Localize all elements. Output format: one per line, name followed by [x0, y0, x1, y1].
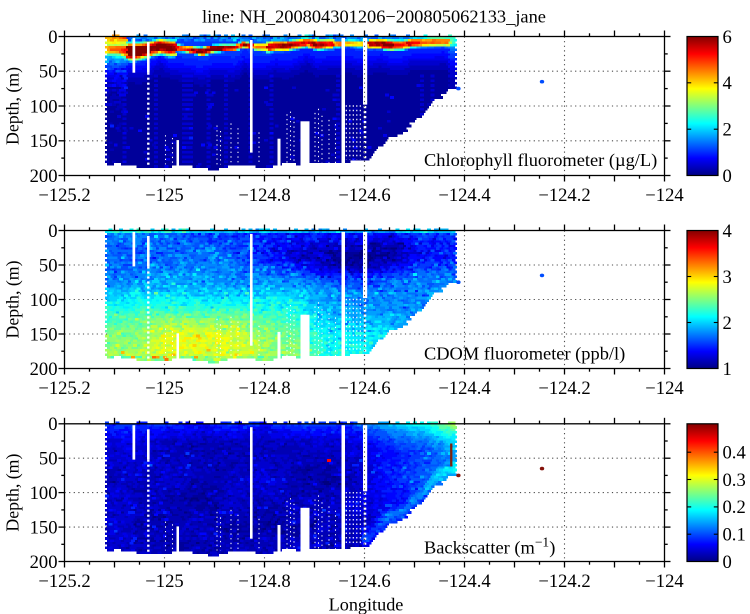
svg-text:50: 50 [39, 62, 58, 83]
svg-text:0.4: 0.4 [723, 443, 746, 464]
svg-text:100: 100 [30, 290, 58, 311]
svg-text:150: 150 [30, 324, 58, 345]
svg-text:200: 200 [30, 552, 58, 573]
svg-text:Depth, (m): Depth, (m) [3, 454, 24, 532]
svg-text:−125: −125 [145, 571, 183, 592]
svg-text:−124.4: −124.4 [438, 571, 490, 592]
svg-text:200: 200 [30, 166, 58, 187]
svg-text:Backscatter (m−1): Backscatter (m−1) [424, 535, 555, 559]
svg-text:4: 4 [723, 221, 732, 242]
svg-text:2: 2 [723, 120, 732, 141]
svg-text:100: 100 [30, 96, 58, 117]
svg-text:3: 3 [723, 267, 732, 288]
svg-text:−124.2: −124.2 [538, 185, 590, 206]
svg-text:−124.6: −124.6 [338, 185, 390, 206]
svg-text:−125.2: −125.2 [38, 185, 90, 206]
svg-text:−124.2: −124.2 [538, 571, 590, 592]
svg-text:0.2: 0.2 [723, 497, 746, 518]
svg-text:100: 100 [30, 483, 58, 504]
svg-text:−125.2: −125.2 [38, 378, 90, 399]
svg-text:0.1: 0.1 [723, 525, 746, 546]
svg-text:−124.6: −124.6 [338, 571, 390, 592]
svg-text:50: 50 [39, 255, 58, 276]
svg-text:Chlorophyll fluorometer (µg/L): Chlorophyll fluorometer (µg/L) [424, 150, 657, 171]
svg-text:200: 200 [30, 359, 58, 380]
svg-text:CDOM fluorometer (ppb/l): CDOM fluorometer (ppb/l) [424, 344, 625, 365]
svg-text:−124: −124 [645, 185, 683, 206]
svg-text:Longitude: Longitude [329, 595, 404, 614]
svg-text:50: 50 [39, 449, 58, 470]
svg-text:4: 4 [723, 73, 732, 94]
svg-text:−125.2: −125.2 [38, 571, 90, 592]
svg-text:1: 1 [723, 359, 732, 380]
svg-text:150: 150 [30, 517, 58, 538]
svg-text:−124: −124 [645, 378, 683, 399]
svg-text:−125: −125 [145, 378, 183, 399]
svg-text:Depth, (m): Depth, (m) [3, 67, 24, 145]
svg-text:−124.4: −124.4 [438, 185, 490, 206]
svg-text:0.3: 0.3 [723, 470, 746, 491]
svg-text:−124.6: −124.6 [338, 378, 390, 399]
svg-text:0: 0 [723, 552, 732, 573]
svg-text:0: 0 [723, 166, 732, 187]
svg-text:−124.2: −124.2 [538, 378, 590, 399]
svg-text:−124.8: −124.8 [238, 378, 290, 399]
svg-text:0: 0 [48, 27, 57, 48]
svg-text:0: 0 [48, 414, 57, 435]
svg-text:line: NH_200804301206−20080506: line: NH_200804301206−200805062133_jane [202, 7, 546, 27]
svg-text:−124: −124 [645, 571, 683, 592]
svg-text:−124.8: −124.8 [238, 185, 290, 206]
svg-text:150: 150 [30, 131, 58, 152]
svg-text:6: 6 [723, 27, 732, 48]
svg-text:−125: −125 [145, 185, 183, 206]
svg-text:−124.4: −124.4 [438, 378, 490, 399]
svg-text:−124.8: −124.8 [238, 571, 290, 592]
svg-text:2: 2 [723, 313, 732, 334]
svg-text:0: 0 [48, 221, 57, 242]
svg-text:Depth, (m): Depth, (m) [3, 260, 24, 338]
